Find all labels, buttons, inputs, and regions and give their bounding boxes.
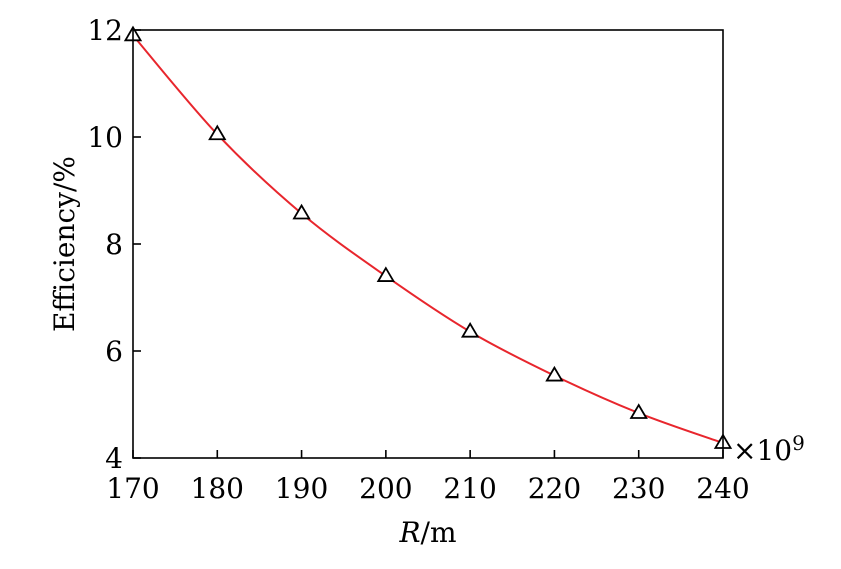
- data-point-230: [629, 403, 648, 419]
- y-axis-label: Efficiency/%: [48, 156, 81, 332]
- y-tick-label-6: 6: [105, 335, 123, 368]
- plot-frame: [132, 29, 724, 459]
- x-axis-multiplier-exponent: 9: [792, 431, 805, 455]
- axis-ticks: 170 180 190 200 210 220 230 240 4 6 8 10 12: [87, 14, 749, 505]
- data-point-210: [460, 321, 480, 338]
- data-point-220: [545, 365, 564, 382]
- x-tick-label-240: 240: [696, 472, 749, 505]
- x-axis-multiplier: ×109: [733, 431, 805, 467]
- series-layer: [123, 25, 733, 449]
- x-tick-label-220: 220: [528, 472, 581, 505]
- y-tick-label-4: 4: [105, 442, 123, 475]
- y-tick-label-10: 10: [87, 121, 123, 154]
- y-tick-label-12: 12: [87, 14, 123, 47]
- y-tick-label-8: 8: [105, 228, 123, 261]
- series-line-0: [132, 34, 724, 444]
- x-axis-label: R/m: [398, 516, 456, 549]
- x-tick-label-200: 200: [359, 472, 412, 505]
- x-tick-label-230: 230: [612, 472, 665, 505]
- data-point-200: [376, 266, 396, 282]
- x-tick-label-180: 180: [191, 472, 244, 505]
- data-point-180: [208, 124, 227, 141]
- x-tick-label-210: 210: [443, 472, 496, 505]
- x-tick-label-170: 170: [106, 472, 159, 505]
- x-tick-label-190: 190: [275, 472, 328, 505]
- data-point-190: [292, 203, 311, 220]
